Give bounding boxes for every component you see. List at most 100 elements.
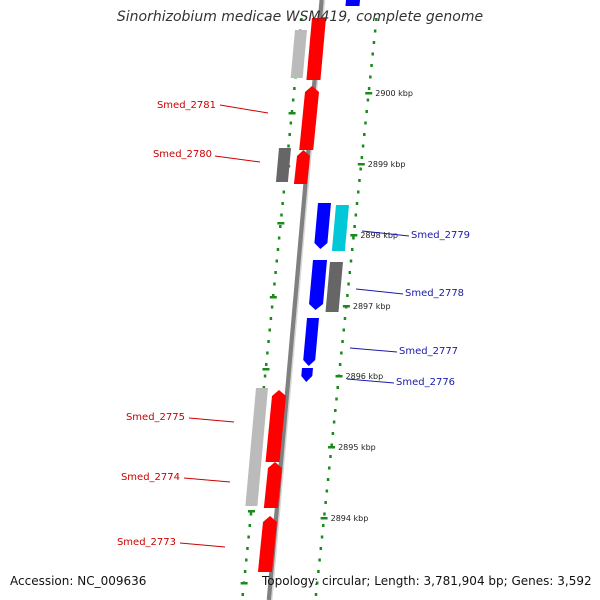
gene-block-smed-2779-shape[interactable]: [314, 203, 331, 249]
gene-block-smed-2774-shape[interactable]: [263, 462, 282, 508]
minor-tick: [346, 294, 349, 297]
minor-tick: [369, 75, 372, 79]
accession-text: Accession: NC_009636: [10, 574, 147, 588]
topology-text: Topology: circular; Length: 3,781,904 bp…: [262, 574, 592, 588]
gene-block-gray-shape[interactable]: [290, 30, 307, 78]
gene-leader-line: [361, 230, 410, 237]
gene-block-smed-2779[interactable]: [314, 203, 331, 249]
minor-tick: [330, 443, 333, 447]
minor-tick: [266, 351, 269, 355]
gene-block-smed-2778-shape[interactable]: [309, 260, 327, 310]
gene-label-smed-2780[interactable]: Smed_2780: [153, 149, 212, 160]
minor-tick: [328, 466, 331, 470]
minor-tick: [263, 374, 267, 378]
minor-tick: [318, 558, 321, 562]
minor-tick: [290, 110, 294, 113]
minor-tick: [325, 489, 329, 493]
major-tick: [240, 582, 248, 585]
gene-block-smed-2773[interactable]: [257, 516, 277, 572]
gene-label-smed-2777[interactable]: Smed_2777: [399, 346, 458, 357]
scale-tick-mark: [342, 305, 350, 308]
minor-tick: [262, 386, 266, 389]
gene-leader-line: [219, 104, 269, 114]
gene-leader-line: [355, 288, 404, 295]
minor-tick: [332, 420, 336, 424]
gene-block-forward[interactable]: [306, 18, 326, 80]
minor-tick: [248, 524, 252, 527]
minor-tick: [347, 282, 350, 286]
minor-tick: [270, 305, 274, 309]
minor-tick: [274, 271, 277, 274]
scale-tick-label: 2897 kbp: [353, 302, 391, 311]
gene-block-smed-2780-shape[interactable]: [293, 150, 310, 184]
minor-tick: [273, 282, 276, 286]
gene-block-forward-shape[interactable]: [306, 18, 326, 80]
gene-leader-line: [183, 477, 231, 483]
gene-block-gray[interactable]: [275, 148, 291, 182]
gene-block-cyan[interactable]: [331, 205, 349, 251]
minor-tick: [358, 179, 361, 182]
minor-tick: [264, 363, 268, 366]
gene-block-smed-2781-shape[interactable]: [299, 86, 319, 150]
minor-tick: [338, 363, 342, 366]
minor-tick: [245, 558, 248, 562]
gene-label-smed-2781[interactable]: Smed_2781: [157, 100, 216, 111]
scale-tick-mark: [350, 234, 358, 237]
minor-tick: [360, 156, 364, 159]
gene-block-gray[interactable]: [325, 262, 344, 312]
minor-tick: [324, 501, 327, 504]
gene-label-smed-2779[interactable]: Smed_2779: [411, 230, 470, 241]
minor-tick: [336, 386, 339, 389]
gene-leader-line: [188, 417, 235, 423]
minor-tick: [343, 317, 347, 320]
minor-tick: [350, 248, 354, 251]
gene-label-smed-2775[interactable]: Smed_2775: [126, 412, 185, 423]
labels: 2900 kbp 2899 kbp 2898 kbp 2897 kbp 2896 kbp…: [117, 89, 470, 548]
minor-tick: [323, 512, 326, 516]
minor-tick: [340, 351, 343, 355]
gene-block-gray[interactable]: [290, 30, 307, 78]
gene-block-smed-2776-shape[interactable]: [301, 368, 313, 382]
minor-tick: [359, 167, 362, 171]
gene-label-smed-2773[interactable]: Smed_2773: [117, 537, 176, 548]
scale-tick-mark: [328, 446, 336, 449]
minor-tick: [319, 547, 323, 550]
minor-tick: [317, 570, 320, 573]
gene-block-smed-2777-shape[interactable]: [303, 318, 319, 366]
gene-block-cyan-shape[interactable]: [331, 205, 349, 251]
gene-block-smed-2777[interactable]: [303, 318, 319, 366]
gene-block-gray-shape[interactable]: [325, 262, 344, 312]
gene-block-smed-2774[interactable]: [263, 462, 282, 508]
gene-block-reverse[interactable]: [345, 0, 360, 6]
gene-block-smed-2781[interactable]: [299, 86, 319, 150]
minor-tick: [366, 98, 370, 102]
gene-block-smed-2776[interactable]: [301, 368, 313, 382]
gene-leader-line: [349, 347, 398, 353]
minor-tick: [354, 213, 358, 217]
gene-block-smed-2780[interactable]: [293, 150, 310, 184]
gene-block-smed-2778[interactable]: [309, 260, 327, 310]
minor-tick: [291, 98, 295, 102]
minor-tick: [326, 478, 330, 481]
minor-tick: [314, 593, 318, 596]
gene-block-smed-2775[interactable]: [265, 390, 286, 462]
minor-tick: [249, 512, 253, 516]
minor-tick: [315, 581, 319, 585]
gene-label-smed-2778[interactable]: Smed_2778: [405, 288, 464, 299]
minor-tick: [373, 29, 377, 33]
minor-tick: [289, 121, 293, 125]
minor-tick: [288, 133, 291, 136]
gene-label-smed-2774[interactable]: Smed_2774: [121, 472, 180, 483]
gene-block-smed-2773-shape[interactable]: [257, 516, 277, 572]
major-tick: [288, 112, 296, 115]
gene-block-reverse-shape[interactable]: [345, 0, 360, 6]
gene-block-gray[interactable]: [245, 388, 268, 506]
gene-leader-line: [346, 378, 395, 384]
gene-features: [245, 0, 360, 572]
major-tick: [269, 296, 277, 299]
gene-block-gray-shape[interactable]: [245, 388, 268, 506]
scale-tick-mark: [357, 163, 365, 166]
gene-block-smed-2775-shape[interactable]: [265, 390, 286, 462]
gene-label-smed-2776[interactable]: Smed_2776: [396, 377, 455, 388]
gene-block-gray-shape[interactable]: [275, 148, 291, 182]
